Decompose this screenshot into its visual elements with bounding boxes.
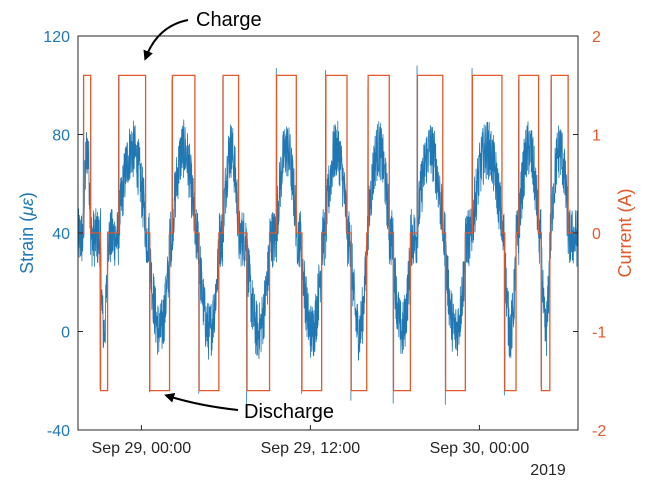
discharge-annotation: Discharge — [164, 393, 334, 423]
year-label: 2019 — [530, 462, 566, 479]
right-axis-ticks: -2 -1 0 1 2 — [573, 29, 606, 440]
left-tick-label: 0 — [61, 325, 70, 342]
right-tick-label: 0 — [592, 226, 601, 243]
left-tick-label: -40 — [47, 423, 70, 440]
right-axis-label: Current (A) — [615, 188, 635, 277]
left-tick-label: 120 — [43, 29, 70, 46]
current-line — [78, 74, 578, 392]
left-axis-label: Strain (με) — [17, 192, 37, 274]
current-series — [78, 74, 578, 392]
discharge-arrow — [164, 393, 239, 411]
strain-line — [77, 65, 579, 405]
left-tick-label: 80 — [52, 128, 70, 145]
discharge-annotation-label: Discharge — [244, 401, 334, 423]
right-tick-label: -1 — [592, 325, 606, 342]
left-axis-ticks: -40 0 40 80 120 — [43, 29, 83, 440]
strain-series — [77, 65, 579, 405]
right-tick-label: 2 — [592, 29, 601, 46]
right-tick-label: 1 — [592, 128, 601, 145]
right-tick-label: -2 — [592, 423, 606, 440]
charge-annotation: Charge — [143, 9, 262, 61]
bottom-tick-label: Sep 29, 12:00 — [261, 440, 361, 457]
bottom-axis-ticks: Sep 29, 00:00 Sep 29, 12:00 Sep 30, 00:00 — [92, 425, 530, 457]
left-tick-label: 40 — [52, 226, 70, 243]
charge-annotation-label: Charge — [196, 9, 262, 31]
bottom-tick-label: Sep 29, 00:00 — [92, 440, 192, 457]
bottom-tick-label: Sep 30, 00:00 — [430, 440, 530, 457]
charge-arrow — [143, 19, 189, 61]
